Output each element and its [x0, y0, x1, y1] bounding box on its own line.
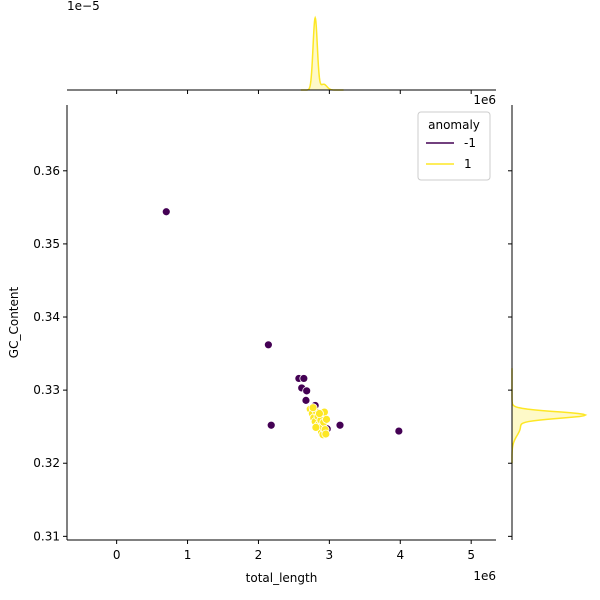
- scatter-points: [162, 208, 403, 439]
- x-tick-label: 1: [184, 548, 192, 562]
- y-axis-label: GC_Content: [7, 287, 21, 359]
- point-anomaly--1: [336, 421, 344, 429]
- legend-label--1: -1: [464, 136, 476, 150]
- point-anomaly--1: [264, 341, 272, 349]
- point-anomaly-1: [312, 423, 320, 431]
- x-tick-label: 5: [467, 548, 475, 562]
- x-tick-label: 4: [396, 548, 404, 562]
- x-axis-ticks: 0 1 2 3 4 5: [113, 540, 475, 562]
- x-axis-offset-text: 1e6: [473, 569, 496, 583]
- point-anomaly-1: [322, 430, 330, 438]
- top-kde-fill: [301, 18, 344, 90]
- x-tick-label: 0: [113, 548, 121, 562]
- point-anomaly-1: [309, 404, 317, 412]
- top-kde-line: [301, 18, 344, 90]
- right-kde-fill: [512, 368, 585, 463]
- top-marginal-offset-text: 1e−5: [67, 0, 100, 13]
- point-anomaly--1: [162, 208, 170, 216]
- point-anomaly--1: [395, 427, 403, 435]
- point-anomaly--1: [267, 421, 275, 429]
- legend-title: anomaly: [428, 118, 480, 132]
- legend-label-1: 1: [464, 157, 472, 171]
- y-tick-label: 0.32: [33, 456, 60, 470]
- point-anomaly--1: [303, 387, 311, 395]
- right-marginal-kde: [512, 368, 585, 463]
- x-axis-label: total_length: [246, 571, 318, 585]
- y-tick-label: 0.31: [33, 529, 60, 543]
- x-tick-label: 2: [255, 548, 263, 562]
- top-marginal-plot: 1e−5: [67, 0, 496, 94]
- y-tick-label: 0.36: [33, 164, 60, 178]
- point-anomaly-1: [315, 410, 323, 418]
- x-tick-label: 3: [326, 548, 334, 562]
- point-anomaly--1: [300, 374, 308, 382]
- right-marginal-offset-text: 1e6: [473, 93, 496, 107]
- y-tick-label: 0.34: [33, 310, 60, 324]
- top-marginal-kde: [301, 18, 344, 90]
- top-marginal-ticks: [117, 90, 472, 94]
- legend: anomaly -1 1: [418, 112, 490, 180]
- point-anomaly-1: [323, 415, 331, 423]
- y-axis-ticks: 0.31 0.32 0.33 0.34 0.35 0.36: [33, 164, 67, 544]
- y-tick-label: 0.35: [33, 237, 60, 251]
- y-tick-label: 0.33: [33, 383, 60, 397]
- right-marginal-ticks: [508, 171, 512, 537]
- point-anomaly--1: [302, 396, 310, 404]
